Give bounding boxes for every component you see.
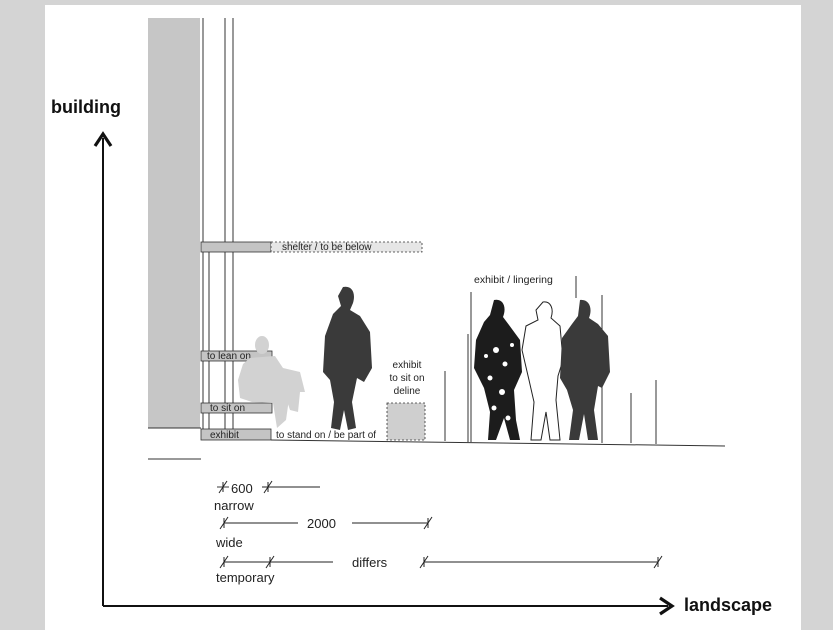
ground-lines bbox=[148, 427, 726, 460]
ledge-exhibit-label: exhibit bbox=[210, 430, 239, 441]
ledge-exhibit: exhibit to stand on / be part of bbox=[200, 428, 376, 441]
exhibit-box-line2: to sit on bbox=[389, 373, 424, 384]
lingering-label: exhibit / lingering bbox=[474, 274, 553, 286]
dim-2000: 2000 bbox=[307, 516, 336, 531]
ledge-sit: to sit on bbox=[200, 402, 273, 414]
figure-leaning bbox=[238, 336, 305, 428]
exhibit-box-line1: exhibit bbox=[393, 360, 422, 371]
dim-narrow: narrow bbox=[214, 498, 254, 513]
ledge-lean: to lean on bbox=[200, 350, 273, 362]
dimension-ticks bbox=[218, 480, 663, 569]
exhibit-box bbox=[386, 402, 426, 441]
ledge-lean-label: to lean on bbox=[207, 351, 251, 362]
x-axis-label: landscape bbox=[684, 595, 772, 615]
ledge-stand-label: to stand on / be part of bbox=[276, 430, 376, 441]
exhibit-box-line3: deline bbox=[394, 386, 421, 397]
building-wall bbox=[148, 18, 200, 428]
figure-standing-right bbox=[560, 299, 610, 440]
ledge-sit-label: to sit on bbox=[210, 403, 245, 414]
figure-dotted bbox=[474, 299, 522, 440]
figure-outline bbox=[521, 301, 564, 441]
dimension-lines bbox=[217, 486, 658, 563]
dim-differs: differs bbox=[352, 555, 388, 570]
ledge-shelter-label: shelter / to be below bbox=[282, 242, 372, 253]
dim-wide: wide bbox=[215, 535, 243, 550]
dim-temporary: temporary bbox=[216, 570, 275, 585]
y-axis-label: building bbox=[51, 97, 121, 117]
ledge-shelter: shelter / to be below bbox=[200, 241, 423, 253]
figure-standing-left bbox=[323, 286, 372, 430]
building-vertical-lines bbox=[202, 18, 234, 440]
dim-600: 600 bbox=[231, 481, 253, 496]
